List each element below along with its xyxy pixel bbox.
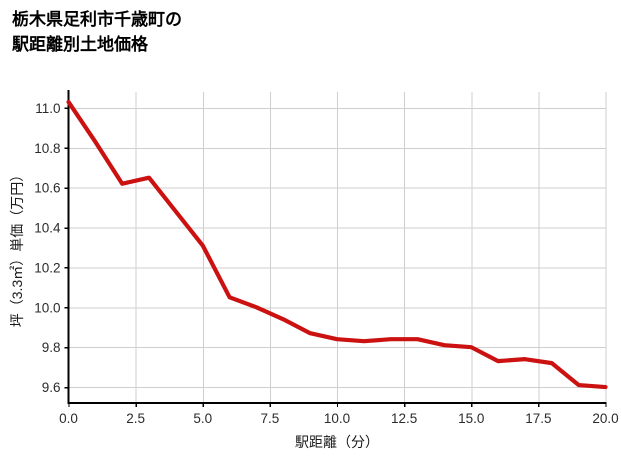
x-tick-label: 0.0 [59,411,78,426]
y-tick-label: 9.6 [42,380,61,395]
y-tick-label: 11.0 [35,101,60,116]
data-line-series [66,99,608,390]
x-tick-labels: 0.0 2.5 5.0 7.5 10.0 12.5 15.0 17.5 20.0 [59,411,619,426]
x-tick-label: 10.0 [324,411,350,426]
y-tick-label: 10.6 [34,181,60,196]
y-tick-label: 10.2 [34,260,60,275]
axis-spines [67,90,607,405]
x-tick-label: 7.5 [260,411,279,426]
x-tick-label: 5.0 [193,411,212,426]
y-tick-label: 9.8 [42,340,61,355]
chart-title: 栃木県足利市千歳町の 駅距離別土地価格 [12,10,182,54]
x-tick-label: 17.5 [525,411,551,426]
y-tick-labels: 9.6 9.8 10.0 10.2 10.4 10.6 10.8 11.0 [34,101,61,395]
tickmarks-group [64,107,607,407]
x-tick-label: 12.5 [391,411,417,426]
x-tick-label: 2.5 [126,411,145,426]
x-tick-label: 15.0 [458,411,484,426]
gridlines-group [68,92,607,403]
y-tick-label: 10.8 [34,141,60,156]
y-tick-label: 10.4 [34,221,61,236]
x-axis-title: 駅距離（分） [295,434,379,450]
y-tick-label: 10.0 [34,300,60,315]
y-axis-title: 坪（3.3㎡）単価（万円） [9,168,25,327]
x-tick-label: 20.0 [592,411,618,426]
